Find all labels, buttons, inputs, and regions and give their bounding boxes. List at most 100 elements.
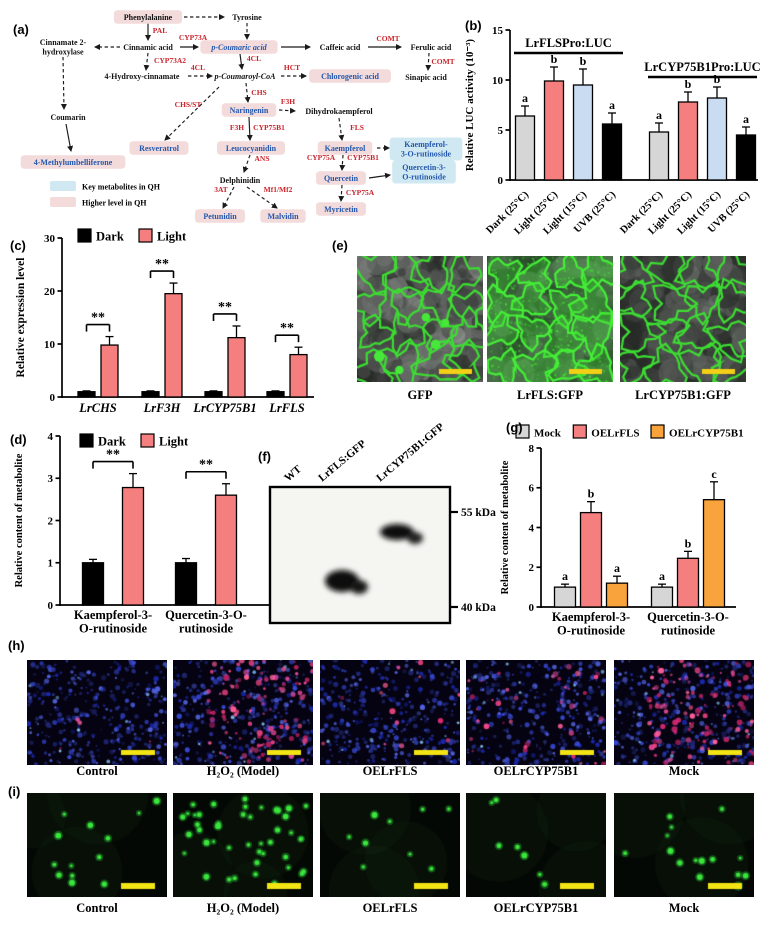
pathway-arrow	[164, 86, 220, 141]
enzyme-label: CYP73A	[179, 33, 208, 42]
pathway-diagram: Phenylalanine Tyrosine Cinnamate 2-hydroxy…	[20, 10, 463, 223]
legend-swatch	[138, 228, 153, 243]
micrograph-label: OELrFLS	[362, 901, 418, 915]
legend-label: Light	[159, 435, 189, 449]
node-box	[195, 209, 245, 223]
micrograph-label: OELrFLS	[362, 764, 418, 778]
sig-letter: c	[711, 467, 717, 481]
pathway-arrow	[338, 184, 345, 202]
pathway-arrow	[339, 154, 346, 171]
sig-letter: a	[743, 112, 749, 126]
micrograph-label: H₂O₂ (Model)	[206, 901, 280, 915]
western-blot: WT LrFLS:GFP LrCYP75B1:GFP 55 kDa 40 kDa	[268, 421, 496, 625]
legend-label: Key metabolites in QH	[82, 183, 161, 192]
node-box	[392, 160, 456, 184]
enzyme-label: HCT	[284, 63, 300, 72]
ellipse-shape	[380, 524, 414, 540]
marker-label: 55 kDa	[461, 507, 496, 519]
lane-label: WT	[282, 463, 304, 484]
band-lrfls-gfp	[325, 570, 368, 594]
node-box	[260, 209, 306, 223]
node-box	[316, 202, 366, 216]
blot-membrane	[268, 485, 452, 625]
pathway-arrow	[246, 186, 278, 209]
y-tick-label: 20	[44, 286, 56, 298]
micrograph-oelrfls-green	[320, 793, 460, 897]
significance: **	[106, 448, 120, 463]
sig-letter: b	[714, 72, 721, 86]
x-category-label: rutinoside	[661, 624, 716, 638]
pathway-arrow	[65, 123, 74, 152]
micrograph-label: Control	[76, 901, 118, 915]
legend-swatch	[140, 433, 155, 448]
legend-swatch	[515, 424, 530, 439]
lane-label: LrFLS:GFP	[316, 438, 368, 485]
micrograph-label: GFP	[407, 388, 433, 402]
node-label: Chlorogenic acid	[321, 72, 379, 81]
node-label: Delphinidin	[220, 176, 261, 185]
metabolite-content-chart-dark-light: 0 1 2 3 4 Relative content of metabolite ** Kae…	[14, 431, 270, 636]
node-label: hydroxylase	[42, 48, 84, 57]
y-tick-label: 1	[48, 558, 54, 570]
y-tick-label: 2	[48, 515, 54, 527]
panel-label-c: (c)	[10, 238, 26, 253]
node-label: Petunidin	[203, 212, 237, 221]
legend-swatch	[77, 228, 92, 243]
group-title: LrCYP75B1Pro:LUC	[644, 60, 760, 74]
node-box	[216, 141, 286, 155]
node-label: Leucocyanidin	[226, 144, 277, 153]
micrograph-label: LrCYP75B1:GFP	[635, 388, 731, 402]
y-axis-title: Relative expression level	[15, 258, 27, 378]
enzyme-label: COMT	[431, 57, 454, 66]
y-tick-label: 4	[48, 431, 54, 443]
pathway-arrow	[244, 82, 251, 103]
bar	[601, 123, 623, 181]
enzyme-label: CYP75B1	[253, 123, 285, 132]
y-tick-label: 15	[492, 25, 504, 37]
x-category-label: LrF3H	[143, 401, 182, 415]
legend-swatch	[79, 433, 94, 448]
bar	[543, 80, 565, 181]
node-label: Malvidin	[267, 212, 299, 221]
legend-label: OELrFLS	[591, 428, 639, 440]
bar	[77, 391, 96, 398]
sig-letter: a	[656, 108, 662, 122]
enzyme-label: CYP75B1	[347, 153, 379, 162]
micrograph-label: H₂O₂ (Model)	[206, 764, 280, 778]
legend-label: Dark	[98, 435, 126, 449]
node-box	[200, 40, 278, 54]
sig-letter: b	[580, 54, 587, 68]
enzyme-label: CHS/ST	[175, 100, 202, 109]
enzyme-label: PAL	[153, 26, 167, 35]
x-category-label: LrFLS	[268, 401, 304, 415]
bar	[266, 391, 285, 398]
y-tick-label: 8	[529, 443, 535, 455]
enzyme-label: F3H	[281, 97, 295, 106]
node-label: Kaempferol-	[404, 140, 448, 149]
enzyme-label: F3H	[230, 123, 244, 132]
node-label: Quercetin-3-	[402, 163, 446, 172]
node-label: Caffeic acid	[320, 43, 361, 52]
micrograph-label: Control	[76, 764, 118, 778]
sig-letter: b	[551, 52, 558, 66]
significance: **	[280, 321, 294, 336]
node-label: Quercetin	[324, 174, 359, 183]
node-label: Sinapic acid	[405, 73, 447, 82]
panel-label-d: (d)	[10, 432, 27, 447]
node-box	[113, 10, 183, 24]
bar	[514, 115, 536, 181]
bar	[204, 391, 223, 398]
x-category-label: O-rutinoside	[557, 624, 626, 638]
enzyme-label: CYP75A	[307, 153, 336, 162]
bar	[289, 353, 308, 398]
x-category-label: rutinoside	[179, 622, 234, 636]
y-tick-label: 2	[529, 562, 535, 574]
micrograph-mock-green	[614, 793, 754, 897]
y-tick-label: 6	[529, 483, 535, 495]
node-label: Tyrosine	[232, 13, 262, 22]
micrograph-control-green	[27, 793, 167, 897]
legend-swatch	[650, 424, 665, 439]
x-category-label: LrCYP75B1	[192, 401, 256, 415]
node-label: O-rutinoside	[402, 173, 446, 182]
pathway-arrow	[238, 53, 245, 70]
